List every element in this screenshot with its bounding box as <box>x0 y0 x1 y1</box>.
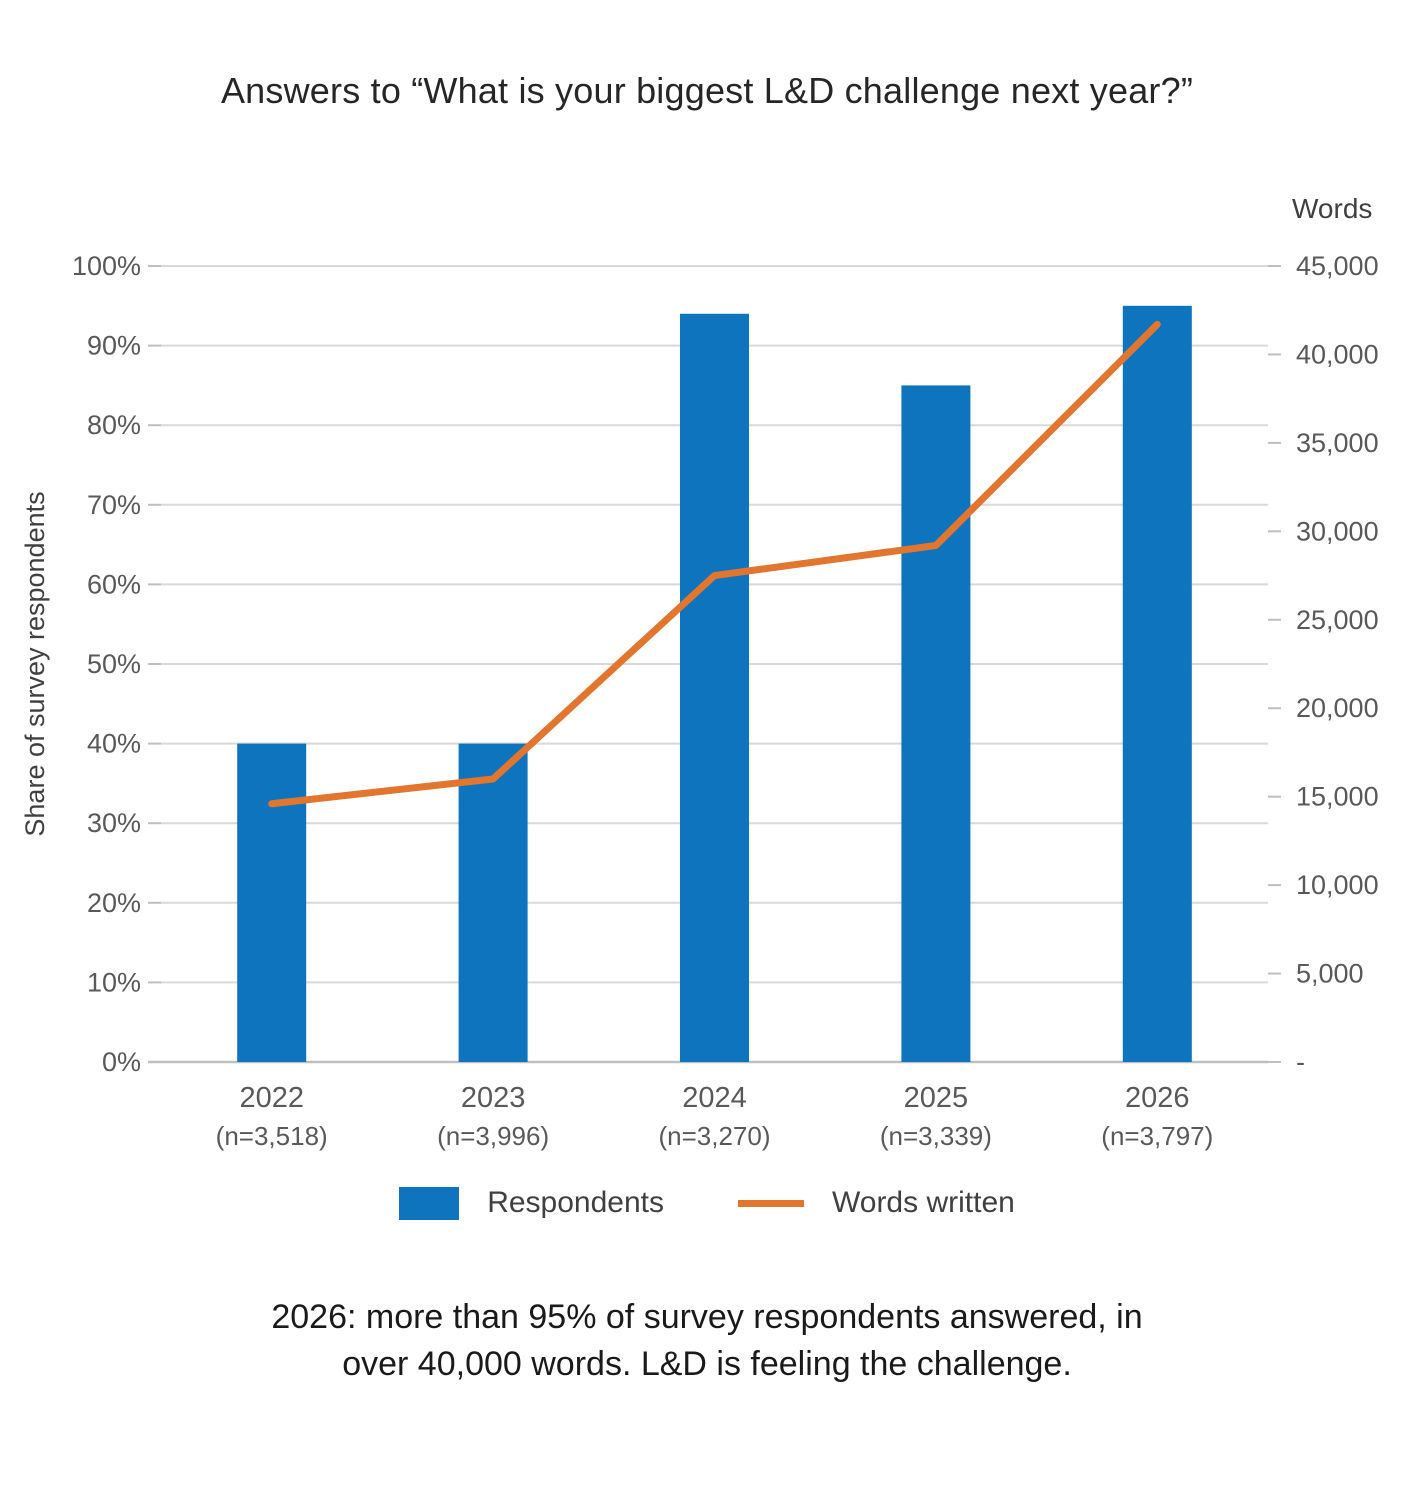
left-axis-tick-label: 50% <box>87 649 141 679</box>
chart-canvas: 0% 10% 20% 30% 40% 50% 60% 70% 80% 90% 100% - 5,000 1… <box>20 193 1379 1151</box>
left-axis-tick-label: 40% <box>87 729 141 759</box>
legend-label-words-written: Words written <box>831 1186 1015 1219</box>
left-axis-tick-label: 90% <box>87 331 141 361</box>
legend-item-words-written: Words written <box>737 1186 1015 1220</box>
right-axis-tick-label: 40,000 <box>1296 339 1379 369</box>
x-label-n: (n=3,270) <box>658 1121 770 1151</box>
left-axis-tick-label: 80% <box>87 410 141 440</box>
x-label-year: 2022 <box>239 1082 304 1114</box>
right-axis-tick-label: 45,000 <box>1296 251 1379 281</box>
bar-series <box>237 305 1192 1062</box>
right-axis-tick-label: 25,000 <box>1296 605 1379 635</box>
right-axis-tick-label: 15,000 <box>1296 782 1379 812</box>
bar-2022 <box>237 743 307 1062</box>
caption-line-2: over 40,000 words. L&D is feeling the ch… <box>342 1345 1072 1383</box>
left-axis-title: Share of survey respondents <box>20 491 50 836</box>
right-axis-tick-label: 5,000 <box>1296 959 1364 989</box>
chart-legend: Respondents Words written <box>0 1186 1414 1220</box>
left-axis-tick-label: 20% <box>87 888 141 918</box>
x-label-n: (n=3,996) <box>437 1121 549 1151</box>
bar-2025 <box>901 385 971 1062</box>
left-axis-tick-label: 100% <box>72 251 141 281</box>
line-swatch-icon <box>737 1199 804 1207</box>
legend-item-respondents: Respondents <box>399 1186 664 1220</box>
right-axis-tick-label: 35,000 <box>1296 428 1379 458</box>
right-axis-tick-label: 30,000 <box>1296 516 1379 546</box>
chart-caption: 2026: more than 95% of survey respondent… <box>0 1294 1414 1388</box>
left-axis: 0% 10% 20% 30% 40% 50% 60% 70% 80% 90% 100% <box>72 251 161 1077</box>
words-written-line <box>268 320 1161 808</box>
left-axis-tick-label: 30% <box>87 808 141 838</box>
right-axis-tick-label: - <box>1296 1047 1305 1077</box>
bar-2026 <box>1122 305 1192 1062</box>
legend-label-respondents: Respondents <box>487 1186 664 1219</box>
x-label-year: 2025 <box>904 1082 969 1114</box>
caption-line-1: 2026: more than 95% of survey respondent… <box>271 1298 1143 1336</box>
left-axis-tick-label: 0% <box>102 1047 141 1077</box>
x-axis-labels: 2022 (n=3,518) 2023 (n=3,996) 2024 (n=3,270) 2… <box>216 1082 1214 1151</box>
x-label-year: 2026 <box>1125 1082 1190 1114</box>
x-label-n: (n=3,518) <box>216 1121 328 1151</box>
x-label-year: 2024 <box>682 1082 747 1114</box>
x-label-year: 2023 <box>461 1082 526 1114</box>
bar-swatch-icon <box>399 1186 460 1220</box>
bar-2023 <box>458 743 528 1062</box>
x-label-n: (n=3,339) <box>880 1121 992 1151</box>
left-axis-tick-label: 60% <box>87 569 141 599</box>
left-axis-tick-label: 10% <box>87 967 141 997</box>
x-label-n: (n=3,797) <box>1101 1121 1213 1151</box>
bar-2024 <box>680 313 749 1062</box>
right-axis-title: Words <box>1292 193 1372 224</box>
right-axis-tick-label: 20,000 <box>1296 693 1379 723</box>
right-axis-tick-label: 10,000 <box>1296 870 1379 900</box>
right-axis: - 5,000 10,000 15,000 20,000 25,000 30,000 35,0… <box>1268 251 1379 1077</box>
left-axis-tick-label: 70% <box>87 490 141 520</box>
chart-title: Answers to “What is your biggest L&D cha… <box>220 70 1194 111</box>
line-series <box>268 320 1161 808</box>
